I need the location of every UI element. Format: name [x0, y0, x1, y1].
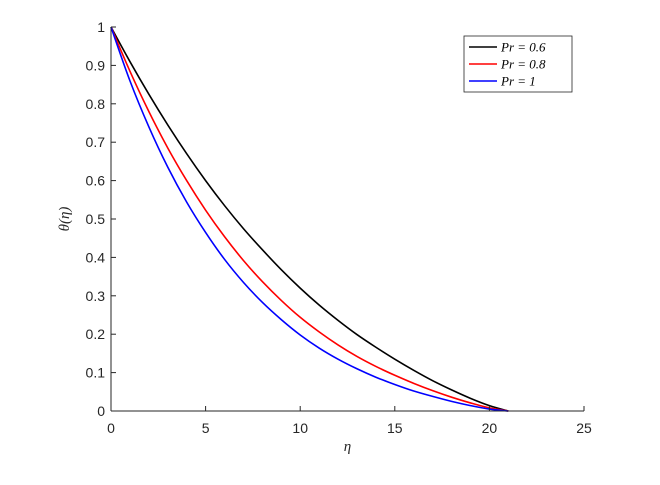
legend-entry-2: Pr = 0.8	[500, 57, 546, 72]
y-tick-label: 0.4	[86, 249, 106, 265]
y-tick-label: 0.7	[86, 134, 106, 150]
legend-entry-1: Pr = 0.6	[500, 40, 546, 55]
x-tick-label: 5	[202, 420, 210, 436]
y-axis-label: θ(η)	[57, 207, 73, 232]
x-tick-label: 15	[387, 420, 403, 436]
y-tick-label: 0.8	[86, 96, 106, 112]
y-tick-label: 0.1	[86, 365, 106, 381]
y-tick-label: 0.9	[86, 57, 106, 73]
x-tick-label: 0	[107, 420, 115, 436]
y-tick-label: 0.2	[86, 326, 106, 342]
y-tick-label: 0.3	[86, 288, 106, 304]
series-line-1	[110, 26, 509, 412]
x-tick-label: 20	[482, 420, 498, 436]
y-tick-label: 0	[97, 403, 105, 419]
x-axis-label: η	[344, 439, 351, 455]
legend-entry-3: Pr = 1	[500, 74, 536, 89]
axes: 0 5 10 15 20 25 0 0.1 0.2 0.3 0.4 0.5 0.6 0.7 0.8 0.9 1	[86, 19, 592, 436]
plot-area	[110, 26, 509, 412]
x-tick-label: 10	[292, 420, 308, 436]
x-tick-label: 25	[576, 420, 592, 436]
series-line-2	[110, 26, 509, 412]
series-line-3	[110, 26, 509, 412]
y-tick-label: 0.6	[86, 173, 106, 189]
legend: Pr = 0.6 Pr = 0.8 Pr = 1	[463, 35, 573, 93]
y-tick-label: 0.5	[86, 211, 106, 227]
y-tick-label: 1	[97, 19, 105, 35]
